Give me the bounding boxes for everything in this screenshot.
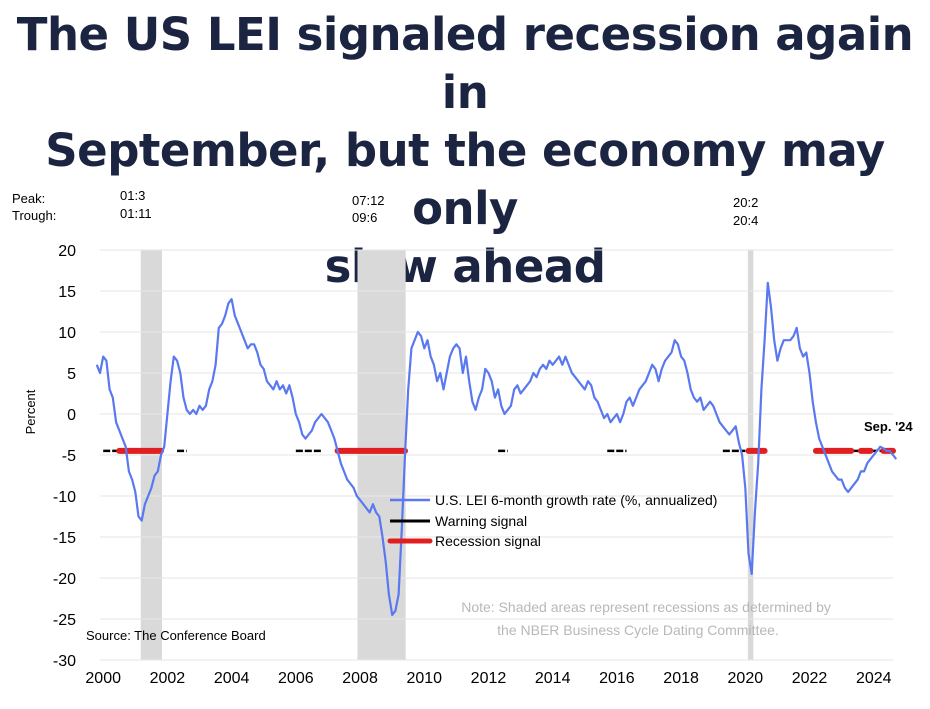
x-tick-label: 2020	[728, 670, 764, 687]
lei-series-line	[95, 281, 898, 617]
x-tick-label: 2022	[792, 670, 828, 687]
note-line-2: the NBER Business Cycle Dating Committee…	[497, 622, 779, 638]
y-tick-label: 20	[58, 243, 76, 260]
y-axis-label: Percent	[23, 389, 38, 434]
recession-3-trough: 20:4	[733, 213, 759, 228]
legend-label-lei: U.S. LEI 6-month growth rate (%, annuali…	[435, 492, 717, 508]
x-tick-label: 2006	[278, 670, 314, 687]
x-tick-label: 2000	[85, 670, 121, 687]
y-tick-label: 0	[67, 407, 76, 424]
recession-2-peak: 07:12	[352, 193, 385, 208]
recession-3-peak: 20:2	[733, 195, 759, 210]
recession-2-trough: 09:6	[352, 210, 378, 225]
note-line-1: Note: Shaded areas represent recessions …	[461, 599, 831, 615]
trough-header-label: Trough:	[12, 208, 57, 223]
recession-1-peak: 01:3	[120, 188, 146, 203]
y-tick-label: 10	[58, 325, 76, 342]
x-tick-label: 2014	[535, 670, 571, 687]
x-tick-label: 2004	[214, 670, 250, 687]
x-tick-labels: 2000 2002 2004 2006 2008 2010 2012 2014 2016 2018…	[85, 670, 891, 687]
chart-title: The US LEI signaled recession again in S…	[16, 8, 914, 293]
y-tick-label: 5	[67, 366, 76, 383]
y-tick-label: 15	[58, 284, 76, 301]
y-tick-label: -30	[53, 653, 76, 670]
x-tick-label: 2002	[150, 670, 186, 687]
y-tick-label: -20	[53, 571, 76, 588]
note-text: Note: Shaded areas represent recessions …	[461, 599, 835, 638]
legend: U.S. LEI 6-month growth rate (%, annuali…	[387, 492, 717, 549]
x-tick-label: 2018	[663, 670, 699, 687]
source-text: Source: The Conference Board	[86, 628, 266, 643]
y-tick-label: -15	[53, 530, 76, 547]
y-tick-labels: 20 15 10 5 0 -5 -10 -15 -20 -25 -30	[53, 243, 76, 670]
y-tick-label: -5	[62, 448, 76, 465]
legend-label-warning: Warning signal	[435, 513, 527, 529]
x-tick-label: 2024	[856, 670, 892, 687]
y-tick-label: -10	[53, 489, 76, 506]
recession-1-trough: 01:11	[120, 206, 152, 221]
x-tick-label: 2008	[342, 670, 378, 687]
y-tick-label: -25	[53, 612, 76, 629]
x-tick-label: 2010	[406, 670, 442, 687]
x-tick-label: 2012	[471, 670, 507, 687]
x-tick-label: 2016	[599, 670, 635, 687]
legend-label-recession: Recession signal	[435, 533, 541, 549]
end-annotation: Sep. '24	[864, 419, 913, 434]
peak-header-label: Peak:	[12, 191, 46, 206]
lei-line-group	[95, 281, 898, 617]
